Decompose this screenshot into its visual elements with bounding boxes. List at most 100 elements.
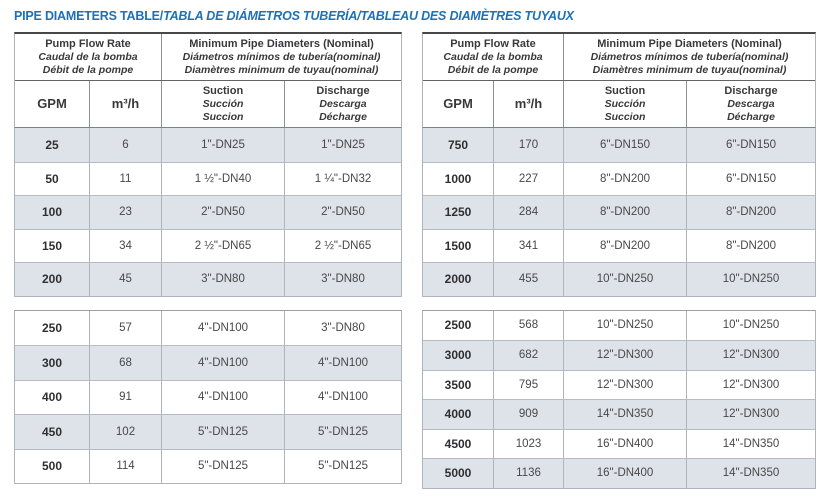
header-m3h: m³/h [89, 81, 161, 127]
gpm-value: 200 [41, 272, 63, 287]
discharge-value: 10"-DN250 [686, 310, 815, 340]
suction-value: 8"-DN200 [563, 162, 686, 195]
pipe-table-low-flow: Pump Flow Rate Caudal de la bomba Débit … [14, 32, 402, 484]
gpm-value: 4500 [444, 436, 472, 451]
m3h-value: 568 [493, 310, 563, 340]
discharge-value: 3"-DN80 [284, 263, 401, 296]
header-diam-en: Minimum Pipe Diameters (Nominal) [597, 37, 782, 50]
table-row: 450 102 5"-DN125 5"-DN125 [15, 414, 401, 449]
discharge-value: 4"-DN100 [284, 380, 401, 414]
m3h-value: 227 [493, 162, 563, 195]
header-min-pipe-diameters: Minimum Pipe Diameters (Nominal) Diámetr… [563, 34, 815, 80]
discharge-value: 1 ¼"-DN32 [284, 162, 401, 195]
discharge-value: 2"-DN50 [284, 196, 401, 229]
table-row: 3500 795 12"-DN300 12"-DN300 [423, 369, 815, 399]
table-block-1: 25 6 1"-DN25 1"-DN25 50 11 1 ½"-DN40 1 ¼"-DN32 1… [14, 128, 402, 297]
suction-value: 10"-DN250 [563, 310, 686, 340]
m3h-value: 11 [89, 162, 161, 195]
gpm-value: 450 [41, 424, 63, 439]
discharge-value: 4"-DN100 [284, 346, 401, 380]
table-row: 300 68 4"-DN100 4"-DN100 [15, 345, 401, 380]
header-min-pipe-diameters: Minimum Pipe Diameters (Nominal) Diámetr… [161, 34, 401, 80]
m3h-value: 341 [493, 229, 563, 262]
table-row: 2000 455 10"-DN250 10"-DN250 [423, 262, 815, 296]
discharge-value: 5"-DN125 [284, 415, 401, 449]
suction-value: 12"-DN300 [563, 341, 686, 370]
discharge-value: 5"-DN125 [284, 449, 401, 483]
m3h-value: 102 [89, 415, 161, 449]
gpm-value: 50 [45, 171, 59, 186]
m3h-value: 284 [493, 196, 563, 229]
gpm-value: 300 [41, 355, 63, 370]
table-row: 1000 227 8"-DN200 6"-DN150 [423, 161, 815, 195]
discharge-value: 8"-DN200 [686, 196, 815, 229]
suction-value: 5"-DN125 [161, 449, 284, 483]
suction-value: 8"-DN200 [563, 196, 686, 229]
discharge-value: 3"-DN80 [284, 310, 401, 345]
header-diam-en: Minimum Pipe Diameters (Nominal) [189, 37, 374, 50]
gpm-value: 100 [41, 205, 63, 220]
header-group-row: Pump Flow Rate Caudal de la bomba Débit … [423, 34, 815, 81]
suction-value: 6"-DN150 [563, 128, 686, 162]
m3h-value: 68 [89, 346, 161, 380]
header-m3h: m³/h [493, 81, 563, 127]
discharge-value: 14"-DN350 [686, 459, 815, 488]
table-row: 1250 284 8"-DN200 8"-DN200 [423, 195, 815, 229]
header-pump-flow-rate: Pump Flow Rate Caudal de la bomba Débit … [15, 34, 161, 80]
m3h-value: 455 [493, 263, 563, 296]
table-row: 50 11 1 ½"-DN40 1 ¼"-DN32 [15, 161, 401, 195]
m3h-value: 114 [89, 449, 161, 483]
table-header: Pump Flow Rate Caudal de la bomba Débit … [14, 32, 402, 128]
gpm-value: 150 [41, 238, 63, 253]
discharge-value: 14"-DN350 [686, 429, 815, 458]
suction-value: 4"-DN100 [161, 346, 284, 380]
discharge-value: 2 ½"-DN65 [284, 229, 401, 262]
m3h-value: 795 [493, 370, 563, 399]
gpm-value: 750 [447, 137, 469, 152]
discharge-value: 6"-DN150 [686, 128, 815, 162]
header-group-row: Pump Flow Rate Caudal de la bomba Débit … [15, 34, 401, 81]
title-english: PIPE DIAMETERS TABLE/ [14, 9, 164, 23]
gpm-value: 500 [41, 459, 63, 474]
header-flow-en: Pump Flow Rate [45, 37, 131, 50]
gpm-value: 25 [45, 137, 59, 152]
table-row: 1500 341 8"-DN200 8"-DN200 [423, 228, 815, 262]
m3h-value: 170 [493, 128, 563, 162]
header-flow-es: Caudal de la bomba [443, 50, 543, 63]
discharge-value: 6"-DN150 [686, 162, 815, 195]
suction-value: 16"-DN400 [563, 459, 686, 488]
table-row: 500 114 5"-DN125 5"-DN125 [15, 448, 401, 483]
table-block-2: 2500 568 10"-DN250 10"-DN250 3000 682 12"-DN30… [422, 309, 816, 489]
header-diam-fr: Diamètres minimum de tuyau(nominal) [592, 63, 787, 76]
discharge-value: 8"-DN200 [686, 229, 815, 262]
m3h-value: 1136 [493, 459, 563, 488]
table-row: 25 6 1"-DN25 1"-DN25 [15, 128, 401, 162]
table-block-1: 750 170 6"-DN150 6"-DN150 1000 227 8"-DN200 6"-… [422, 128, 816, 297]
table-row: 4000 909 14"-DN350 12"-DN300 [423, 399, 815, 429]
m3h-value: 23 [89, 196, 161, 229]
discharge-value: 10"-DN250 [686, 263, 815, 296]
m3h-value: 6 [89, 128, 161, 162]
header-flow-fr: Débit de la pompe [42, 63, 134, 76]
table-header: Pump Flow Rate Caudal de la bomba Débit … [422, 32, 816, 128]
page-title: PIPE DIAMETERS TABLE/TABLA DE DIÁMETROS … [14, 9, 817, 23]
gpm-value: 1500 [444, 238, 472, 253]
table-row: 750 170 6"-DN150 6"-DN150 [423, 128, 815, 162]
table-row: 400 91 4"-DN100 4"-DN100 [15, 379, 401, 414]
suction-value: 14"-DN350 [563, 400, 686, 429]
m3h-value: 91 [89, 380, 161, 414]
table-row: 150 34 2 ½"-DN65 2 ½"-DN65 [15, 228, 401, 262]
header-suction: Suction Succión Succion [563, 81, 686, 127]
discharge-value: 12"-DN300 [686, 341, 815, 370]
table-row: 200 45 3"-DN80 3"-DN80 [15, 262, 401, 296]
suction-value: 2 ½"-DN65 [161, 229, 284, 262]
discharge-value: 12"-DN300 [686, 370, 815, 399]
gpm-value: 2000 [444, 272, 472, 287]
table-row: 3000 682 12"-DN300 12"-DN300 [423, 340, 815, 370]
header-diam-fr: Diamètres minimum de tuyau(nominal) [184, 63, 379, 76]
table-row: 250 57 4"-DN100 3"-DN80 [15, 310, 401, 345]
m3h-value: 57 [89, 310, 161, 345]
gpm-value: 1000 [444, 171, 472, 186]
gpm-value: 1250 [444, 205, 472, 220]
